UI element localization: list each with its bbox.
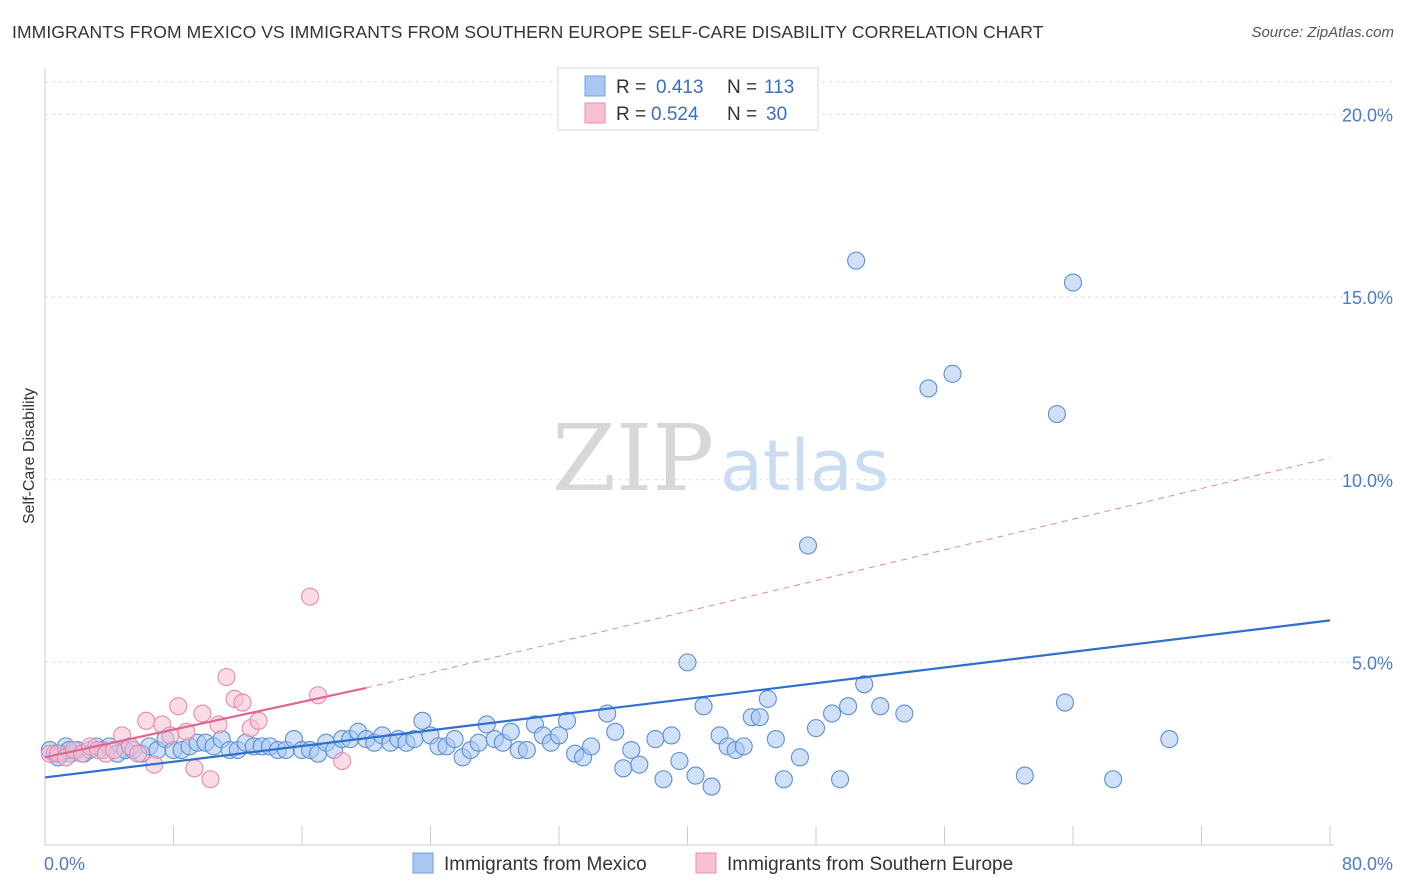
point-mexico-72 [606,722,625,741]
point-mexico-102 [895,704,914,723]
point-mexico-79 [670,751,689,771]
trend-line-2 [366,457,1331,689]
point-mexico-67 [557,711,577,730]
point-mexico-87 [734,737,753,756]
point-mexico-76 [646,730,665,749]
point-mexico-53 [445,730,464,749]
trend-lines [44,457,1331,779]
point-mexico-101 [871,697,890,716]
legend-swatch-mexico [584,75,606,97]
point-mexico-56 [469,733,488,752]
point-mexico-94 [798,536,818,555]
legend-swatch-europe [584,102,606,124]
series-europe-points [40,587,352,789]
point-mexico-77 [654,770,673,789]
point-europe-27 [300,587,320,606]
y-tick-label-3: 20.0% [1342,106,1393,126]
point-europe-26 [249,711,268,730]
bottom-legend: Immigrants from Mexico Immigrants from S… [412,852,1013,875]
point-mexico-99 [847,251,866,270]
legend-r-label-europe: R = [616,104,646,125]
point-mexico-104 [943,364,962,383]
point-mexico-107 [1047,404,1066,424]
x-tick-labels: 0.0% 80.0% [44,854,1393,874]
point-mexico-74 [622,740,641,760]
legend-n-value-europe: 30 [766,104,787,125]
point-mexico-80 [678,653,697,672]
bottom-legend-swatch-mexico [412,852,434,874]
point-mexico-91 [766,730,785,749]
point-mexico-66 [549,726,569,745]
source-label: Source: ZipAtlas.com [1251,24,1394,41]
bottom-legend-swatch-europe [695,852,717,874]
point-mexico-89 [750,708,769,727]
point-mexico-62 [517,740,536,760]
point-europe-22 [217,667,236,687]
point-mexico-103 [919,379,938,398]
point-mexico-98 [839,697,858,716]
legend-n-label-europe: N = [727,104,757,125]
gridlines [45,81,1392,663]
point-mexico-70 [582,737,601,756]
point-mexico-78 [662,726,681,745]
point-europe-29 [333,751,352,771]
point-europe-28 [309,686,328,705]
y-tick-label-0: 5.0% [1352,653,1393,673]
point-mexico-90 [758,689,777,708]
y-tick-labels: 5.0% 10.0% 15.0% 20.0% [1342,106,1393,674]
point-mexico-95 [806,719,826,738]
series-mexico-points [40,251,1179,796]
bottom-legend-label-mexico: Immigrants from Mexico [444,854,647,875]
point-europe-19 [193,704,212,723]
point-mexico-100 [855,675,874,694]
legend-n-label-mexico: N = [727,77,757,98]
point-europe-12 [137,711,156,730]
point-europe-16 [169,697,188,716]
axes [44,68,1334,846]
point-mexico-92 [774,770,793,789]
watermark: ZIP atlas [552,405,889,512]
point-mexico-83 [702,777,721,796]
point-mexico-108 [1063,273,1083,292]
point-mexico-49 [413,711,432,730]
legend-n-value-mexico: 113 [764,77,794,98]
watermark-atlas: atlas [720,425,889,507]
point-mexico-110 [1160,730,1179,749]
x-tick-label-1: 80.0% [1342,854,1393,874]
point-europe-24 [233,693,252,712]
watermark-zip: ZIP [552,405,714,512]
point-mexico-97 [831,770,850,789]
point-mexico-106 [1055,693,1075,712]
legend-r-label-mexico: R = [616,77,646,98]
legend: R = 0.413 N = 113 R = 0.524 N = 30 [557,67,819,131]
y-tick-label-1: 10.0% [1342,471,1393,491]
legend-r-value-mexico: 0.413 [656,77,704,98]
point-europe-20 [201,770,220,789]
trend-line-1 [44,686,367,759]
point-mexico-75 [630,755,649,774]
point-mexico-109 [1104,770,1123,789]
point-mexico-96 [823,704,842,723]
point-europe-11 [129,744,148,763]
legend-r-value-europe: 0.524 [651,104,699,125]
y-tick-label-2: 15.0% [1342,288,1393,308]
point-europe-18 [185,759,204,778]
trend-line-0 [44,619,1331,779]
point-mexico-73 [614,759,633,778]
chart-title: IMMIGRANTS FROM MEXICO VS IMMIGRANTS FRO… [12,22,1044,42]
y-axis-label: Self-Care Disability [21,388,38,524]
point-mexico-60 [501,722,520,741]
x-tick-label-0: 0.0% [44,854,85,874]
point-mexico-81 [686,766,705,785]
bottom-legend-label-europe: Immigrants from Southern Europe [727,854,1013,875]
point-mexico-105 [1015,766,1034,785]
point-mexico-93 [790,748,809,767]
point-mexico-82 [694,697,713,716]
